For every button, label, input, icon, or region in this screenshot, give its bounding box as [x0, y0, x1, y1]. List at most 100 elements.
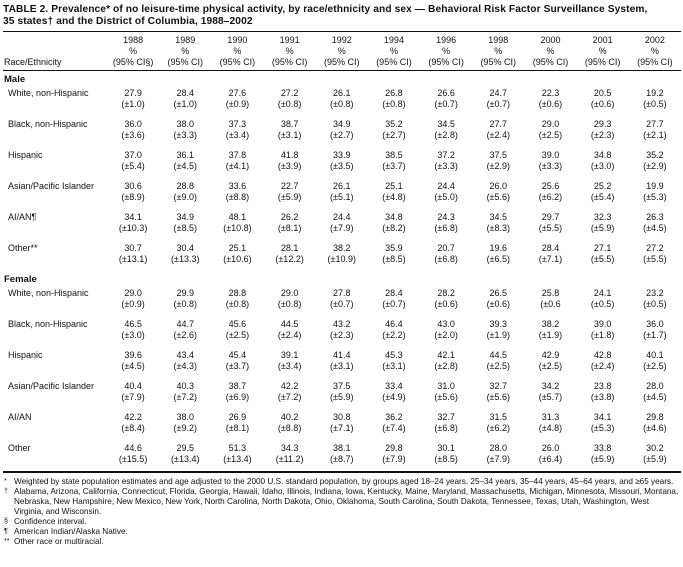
confidence-interval: (±3.8) [590, 392, 615, 402]
confidence-interval: (±0.5) [643, 299, 667, 309]
prevalence-value: 37.0 [124, 150, 142, 160]
value-cell: 27.6 (±0.9) [211, 85, 263, 116]
year-header-1996: 1996% (95% CI) [420, 32, 472, 71]
confidence-interval: (±3.3) [538, 161, 563, 171]
value-cell: 28.1 (±12.2) [264, 240, 316, 271]
value-cell: 46.5 (±3.0) [107, 316, 159, 347]
prevalence-value: 45.6 [228, 319, 247, 329]
confidence-interval: (±2.3) [330, 330, 354, 340]
value-cell: 33.6 (±8.8) [211, 178, 263, 209]
confidence-interval: (±3.7) [225, 361, 250, 371]
footnote: § Confidence interval. [3, 516, 679, 527]
prevalence-value: 24.7 [489, 88, 508, 98]
prevalence-value: 28.4 [176, 88, 195, 98]
value-cell: 35.2 (±2.7) [368, 116, 420, 147]
prevalence-value: 24.4 [437, 181, 455, 191]
confidence-interval: (±13.3) [171, 254, 200, 264]
value-cell: 41.4 (±3.1) [316, 347, 368, 378]
value-cell: 32.7 (±6.8) [420, 409, 472, 440]
value-cell: 28.4 (±7.1) [524, 240, 576, 271]
prevalence-value: 30.8 [333, 412, 351, 422]
confidence-interval: (±3.9) [277, 161, 302, 171]
value-cell: 29.3 (±2.3) [577, 116, 629, 147]
confidence-interval: (±5.0) [434, 192, 458, 202]
confidence-interval: (±5.6) [434, 392, 458, 402]
value-cell: 30.8 (±7.1) [316, 409, 368, 440]
row-label: White, non-Hispanic [8, 88, 89, 98]
prevalence-value: 29.7 [541, 212, 560, 222]
prevalence-value: 40.3 [176, 381, 195, 391]
prevalence-value: 29.3 [593, 119, 612, 129]
prevalence-value: 51.3 [228, 443, 247, 453]
table-row: AI/AN¶ 34.1 (±10.3) 34.9 (±8.5) 48.1 (±10.8) 26… [3, 209, 681, 240]
value-cell: 34.9 (±8.5) [159, 209, 211, 240]
race-ethnicity-header-label: Race/Ethnicity [4, 57, 62, 67]
value-cell: 23.2 (±0.5) [629, 285, 681, 316]
confidence-interval: (±3.1) [277, 130, 302, 140]
prevalence-value: 27.9 [124, 88, 142, 98]
confidence-interval: (±2.8) [434, 361, 458, 371]
value-cell: 34.8 (±3.0) [577, 147, 629, 178]
ci-label: (95% CI) [480, 57, 517, 67]
footnote-text: Other race or multiracial. [14, 537, 104, 546]
value-cell: 41.8 (±3.9) [264, 147, 316, 178]
footnotes: * Weighted by state population estimates … [3, 476, 679, 547]
prevalence-value: 46.4 [385, 319, 403, 329]
confidence-interval: (±6.2) [538, 192, 563, 202]
prevalence-value: 44.5 [489, 350, 508, 360]
confidence-interval: (±1.7) [643, 330, 667, 340]
percent-label: % [285, 46, 294, 56]
percent-label: % [598, 46, 607, 56]
value-cell: 27.2 (±5.5) [629, 240, 681, 271]
confidence-interval: (±2.0) [434, 330, 458, 340]
prevalence-value: 29.8 [646, 412, 664, 422]
prevalence-value: 40.4 [124, 381, 142, 391]
value-cell: 39.0 (±1.8) [577, 316, 629, 347]
prevalence-value: 24.3 [437, 212, 455, 222]
confidence-interval: (±8.2) [382, 223, 406, 233]
prevalence-value: 34.3 [280, 443, 299, 453]
header-row: Race/Ethnicity 1988% (95% CI§) 1989% (95% CI… [3, 31, 681, 71]
value-cell: 51.3 (±13.4) [211, 440, 263, 472]
confidence-interval: (±4.8) [538, 423, 563, 433]
section-header-row: Male [3, 71, 681, 86]
confidence-interval: (±0.9) [225, 99, 250, 109]
value-cell: 23.8 (±3.8) [577, 378, 629, 409]
year-label: 1996 [436, 35, 457, 45]
prevalence-value: 31.3 [541, 412, 560, 422]
year-header-1988: 1988% (95% CI§) [107, 32, 159, 71]
footnote-marker: * [4, 476, 7, 485]
confidence-interval: (±3.4) [225, 130, 250, 140]
value-cell: 30.1 (±8.5) [420, 440, 472, 472]
value-cell: 39.6 (±4.5) [107, 347, 159, 378]
value-cell: 34.9 (±2.7) [316, 116, 368, 147]
confidence-interval: (±2.5) [643, 361, 667, 371]
confidence-interval: (±7.1) [538, 254, 563, 264]
prevalence-value: 34.1 [124, 212, 142, 222]
confidence-interval: (±9.0) [173, 192, 197, 202]
row-label: Hispanic [8, 350, 43, 360]
prevalence-value: 26.0 [541, 443, 560, 453]
prevalence-value: 23.2 [646, 288, 664, 298]
prevalence-value: 45.4 [228, 350, 247, 360]
value-cell: 25.6 (±6.2) [524, 178, 576, 209]
year-header-1992: 1992% (95% CI) [316, 32, 368, 71]
confidence-interval: (±5.6) [486, 392, 511, 402]
year-label: 1991 [279, 35, 300, 45]
percent-label: % [650, 46, 659, 56]
confidence-interval: (±0.5) [590, 299, 615, 309]
confidence-interval: (±5.5) [538, 223, 563, 233]
value-cell: 22.7 (±5.9) [264, 178, 316, 209]
confidence-interval: (±5.9) [277, 192, 302, 202]
value-cell: 25.1 (±4.8) [368, 178, 420, 209]
value-cell: 42.9 (±2.5) [524, 347, 576, 378]
value-cell: 38.5 (±3.7) [368, 147, 420, 178]
value-cell: 32.3 (±5.9) [577, 209, 629, 240]
ci-label: (95% CI) [219, 57, 256, 67]
prevalence-value: 39.6 [124, 350, 142, 360]
percent-label: % [494, 46, 503, 56]
value-cell: 29.9 (±0.8) [159, 285, 211, 316]
prevalence-value: 33.4 [385, 381, 403, 391]
confidence-interval: (±0.5) [643, 99, 667, 109]
value-cell: 40.1 (±2.5) [629, 347, 681, 378]
